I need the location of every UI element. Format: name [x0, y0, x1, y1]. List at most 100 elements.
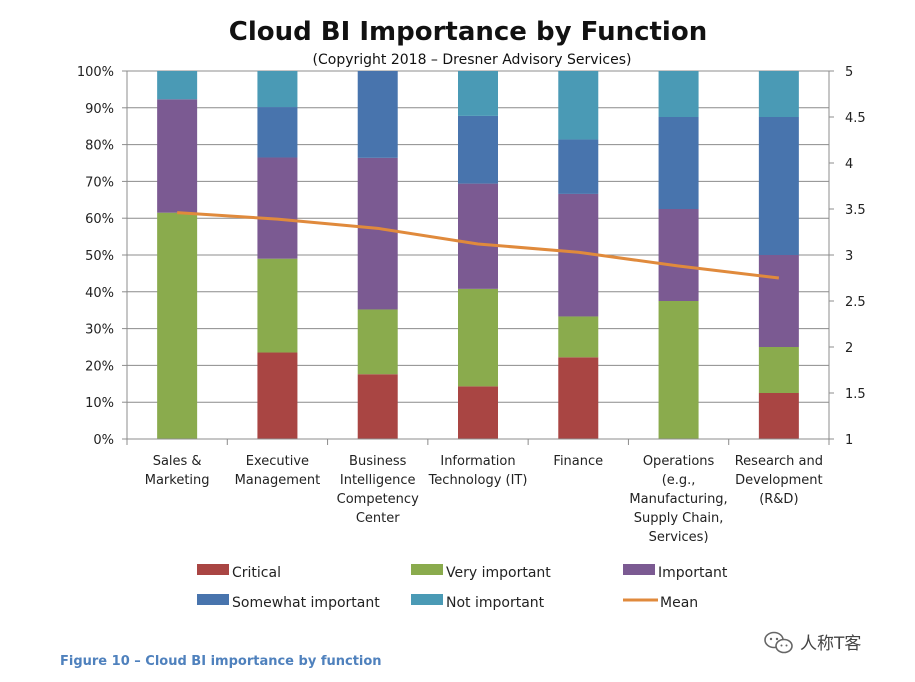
bar-segment-somewhat-important: [658, 117, 699, 209]
category-label-line: Management: [235, 473, 321, 488]
y-tick-label-right: 2: [845, 341, 853, 356]
category-label-line: Marketing: [145, 473, 210, 488]
category-label-line: Sales &: [153, 454, 202, 469]
category-label-line: Information: [440, 454, 515, 469]
bar-segment-very-important: [558, 316, 599, 358]
bar-segment-critical: [558, 357, 599, 439]
legend-swatch: [411, 594, 443, 605]
category-label-line: (e.g.,: [662, 473, 696, 488]
category-label: Operations (e.g., Manufacturing, Supply Cha…: [629, 454, 727, 545]
category-label-line: Manufacturing,: [629, 492, 727, 507]
chart-subtitle: (Copyright 2018 – Dresner Advisory Servi…: [313, 52, 632, 68]
legend-label: Critical: [232, 565, 281, 581]
category-label-line: Center: [356, 511, 400, 526]
bar-segment-somewhat-important: [758, 117, 799, 255]
bar-segment-somewhat-important: [458, 115, 498, 184]
wechat-icon: [764, 631, 793, 654]
bar-segment-not-important: [157, 71, 198, 100]
category-label-line: (R&D): [759, 492, 798, 507]
y-tick-label-right: 3: [845, 249, 853, 264]
category-label-line: Executive: [246, 454, 309, 469]
bar-segment-important: [758, 255, 799, 347]
legend-swatch: [623, 564, 655, 575]
legend-label: Not important: [446, 595, 545, 611]
chart-title: Cloud BI Importance by Function: [229, 17, 707, 47]
y-tick-label-right: 1.5: [845, 387, 866, 402]
y-tick-label-right: 1: [845, 433, 853, 448]
bar-segment-critical: [458, 386, 498, 439]
legend-label: Very important: [446, 565, 551, 581]
bar-segment-critical: [758, 393, 799, 439]
axes: [122, 70, 834, 445]
y-tick-label-left: 40%: [85, 286, 114, 301]
category-label-line: Development: [735, 473, 823, 488]
category-label-line: Competency: [337, 492, 419, 507]
category-label-line: Intelligence: [340, 473, 416, 488]
category-label: Finance: [553, 454, 603, 469]
legend-label: Important: [658, 565, 728, 581]
y-tick-label-right: 4: [845, 157, 853, 172]
bar-segment-somewhat-important: [357, 71, 398, 158]
y-tick-label-left: 10%: [85, 396, 114, 411]
legend-swatch: [411, 564, 443, 575]
bar-segment-critical: [357, 374, 398, 439]
bar-segment-very-important: [157, 212, 198, 439]
bar-segment-not-important: [257, 71, 298, 108]
figure-caption: Figure 10 – Cloud BI importance by funct…: [60, 654, 382, 669]
y-tick-label-right: 2.5: [845, 295, 866, 310]
bar-segment-not-important: [558, 71, 599, 140]
bar-segment-important: [658, 209, 699, 301]
bar-segment-very-important: [758, 347, 799, 393]
category-label: Research and Development (R&D): [735, 454, 823, 507]
legend: Critical Very important Important Somewhat …: [197, 564, 728, 611]
category-label-line: Research and: [735, 454, 823, 469]
y-tick-label-right: 5: [845, 65, 853, 80]
y-axis-left-ticks: 0% 10% 20% 30% 40% 50% 60% 70% 80% 90% 100%: [77, 65, 114, 448]
bar-segment-very-important: [257, 258, 298, 353]
bar-segment-very-important: [658, 301, 699, 439]
bar-segment-important: [458, 183, 498, 289]
legend-swatch: [197, 594, 229, 605]
bar-segment-not-important: [658, 71, 699, 117]
y-tick-label-left: 100%: [77, 65, 114, 80]
bar-segment-critical: [257, 352, 298, 439]
y-tick-label-right: 4.5: [845, 111, 866, 126]
bar-segment-important: [157, 99, 198, 213]
category-label-line: Finance: [553, 454, 603, 469]
legend-label: Somewhat important: [232, 595, 380, 611]
y-tick-label-left: 20%: [85, 359, 114, 374]
bars: [157, 71, 799, 439]
bar-segment-important: [257, 157, 298, 259]
category-label-line: Technology (IT): [428, 473, 528, 488]
bar-segment-very-important: [357, 309, 398, 375]
watermark-text: 人称T客: [800, 634, 861, 654]
bar-segment-not-important: [758, 71, 799, 117]
mean-line: [177, 211, 780, 280]
y-tick-label-right: 3.5: [845, 203, 866, 218]
y-tick-label-left: 60%: [85, 212, 114, 227]
y-tick-label-left: 0%: [93, 433, 114, 448]
mean-line-layer: [177, 211, 780, 280]
watermark: 人称T客: [764, 631, 861, 654]
y-tick-label-left: 70%: [85, 175, 114, 190]
category-label-line: Operations: [643, 454, 715, 469]
category-label-line: Services): [649, 530, 709, 545]
category-label: Sales & Marketing: [145, 454, 210, 488]
bar-segment-not-important: [458, 71, 498, 116]
x-axis-category-labels: Sales & Marketing Executive Management Busin…: [145, 454, 823, 545]
legend-swatch: [197, 564, 229, 575]
category-label: Information Technology (IT): [428, 454, 528, 488]
bar-segment-somewhat-important: [558, 139, 599, 194]
category-label-line: Business: [349, 454, 407, 469]
bar-segment-important: [357, 157, 398, 310]
category-label: Executive Management: [235, 454, 321, 488]
y-tick-label-left: 30%: [85, 323, 114, 338]
y-tick-label-left: 50%: [85, 249, 114, 264]
y-tick-label-left: 80%: [85, 139, 114, 154]
category-label: Business Intelligence Competency Center: [337, 454, 419, 526]
legend-label: Mean: [660, 595, 698, 611]
bar-segment-very-important: [458, 288, 498, 387]
y-axis-right-ticks: 1 1.5 2 2.5 3 3.5 4 4.5 5: [845, 65, 866, 448]
bar-segment-somewhat-important: [257, 107, 298, 158]
